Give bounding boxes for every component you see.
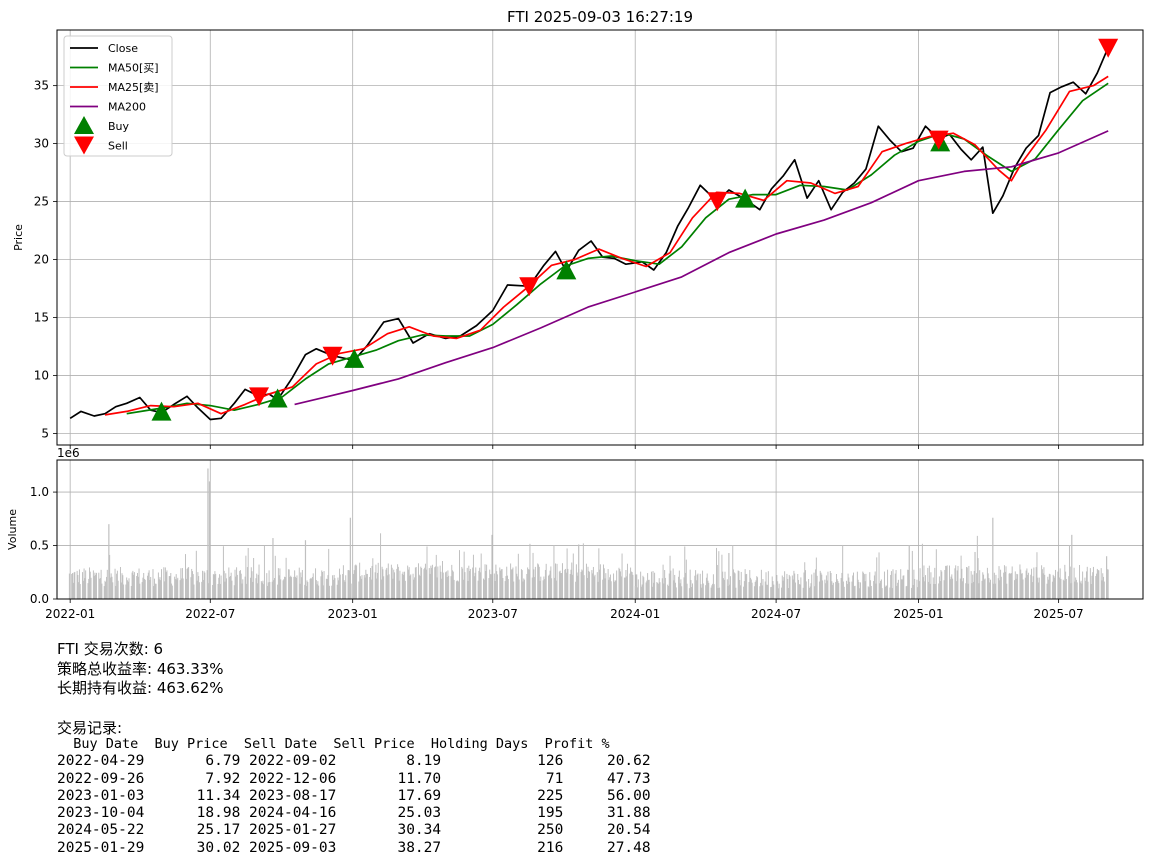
x-tick-label: 2024-07	[751, 607, 801, 621]
y-axis-label: Volume	[6, 509, 19, 550]
strategy-return: 策略总收益率: 463.33%	[57, 659, 224, 678]
legend-label: MA50[买]	[108, 62, 159, 75]
sell-marker	[519, 277, 540, 297]
buy-marker	[556, 260, 577, 280]
buy-marker	[267, 388, 288, 408]
chart-title: FTI 2025-09-03 16:27:19	[507, 8, 693, 26]
records-row: 2024-05-22 25.17 2025-01-27 30.34 250 20…	[57, 822, 651, 839]
buy-marker	[151, 401, 172, 421]
sell-marker	[249, 387, 270, 407]
legend-swatch	[74, 116, 94, 134]
x-tick-label: 2023-01	[328, 607, 378, 621]
records-row: 2022-04-29 6.79 2022-09-02 8.19 126 20.6…	[57, 753, 651, 770]
series-line	[69, 47, 1109, 421]
legend-label: Sell	[108, 140, 128, 153]
y-tick-label: 1.0	[30, 485, 49, 499]
records-row: 2022-09-26 7.92 2022-12-06 11.70 71 47.7…	[57, 770, 651, 787]
series-line	[294, 130, 1109, 406]
sell-marker	[1098, 38, 1119, 58]
records-row: 2023-01-03 11.34 2023-08-17 17.69 225 56…	[57, 787, 651, 804]
y-tick-label: 15	[34, 310, 49, 324]
price-frame	[56, 29, 1144, 446]
x-tick-label: 2025-07	[1034, 607, 1084, 621]
y-tick-label: 10	[34, 368, 49, 382]
y-tick-label: 5	[41, 426, 49, 440]
series-line	[104, 75, 1109, 416]
legend-label: Buy	[108, 120, 130, 133]
y-tick-label: 20	[34, 253, 49, 267]
sell-marker	[707, 192, 728, 212]
records-title: 交易记录:	[57, 719, 123, 737]
sell-marker	[322, 346, 343, 366]
records-row: 2025-01-29 30.02 2025-09-03 38.27 216 27…	[57, 839, 651, 856]
legend-box	[63, 35, 173, 157]
x-tick-label: 2025-01	[893, 607, 943, 621]
y-axis-label: Price	[12, 224, 25, 251]
price-panel: 5 10 15 20 25 30 35 Price	[12, 29, 1144, 449]
legend-label: MA200	[108, 101, 146, 114]
legend-label: MA25[卖]	[108, 81, 159, 94]
records-header: Buy Date Buy Price Sell Date Sell Price …	[57, 736, 610, 752]
x-tick-label: 2023-07	[468, 607, 518, 621]
y-tick-label: 30	[34, 137, 49, 151]
trade-records-table: Buy Date Buy Price Sell Date Sell Price …	[57, 736, 651, 857]
holding-return: 长期持有收益: 463.62%	[57, 679, 224, 697]
x-tick-label: 2022-07	[185, 607, 235, 621]
y-tick-label: 0.5	[30, 539, 49, 553]
records-row: 2023-10-04 18.98 2024-04-16 25.03 195 31…	[57, 805, 651, 822]
legend-label: Close	[108, 42, 138, 55]
buy-marker	[735, 188, 756, 208]
volume-offset-label: 1e6	[57, 446, 80, 460]
legend-swatch	[74, 136, 94, 155]
x-tick-label: 2024-01	[610, 607, 660, 621]
series-line	[126, 82, 1109, 415]
summary-block: FTI 交易次数: 6 策略总收益率: 463.33% 长期持有收益: 463.…	[57, 640, 224, 699]
volume-panel: 2022-01 2022-07 2023-01 2023-07 2024-01 2024-…	[6, 446, 1144, 621]
y-tick-label: 25	[34, 195, 49, 209]
x-tick-label: 2022-01	[45, 607, 95, 621]
volume-bars	[68, 533, 1109, 599]
buy-marker	[344, 348, 365, 368]
legend: Close MA50[买] MA25[卖] MA200 Buy Sell	[63, 35, 173, 157]
sell-marker	[928, 130, 949, 150]
chart-canvas: FTI 2025-09-03 16:27:19 5 10 15 20 25 30 35 Pri…	[6, 8, 1144, 621]
y-tick-label: 35	[34, 79, 49, 93]
trade-count: FTI 交易次数: 6	[57, 640, 164, 658]
volume-frame	[56, 459, 1144, 600]
y-tick-label: 0.0	[30, 592, 49, 606]
